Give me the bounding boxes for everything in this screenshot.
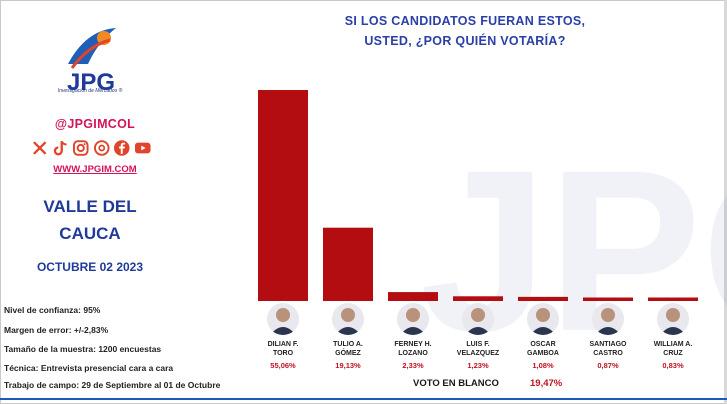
candidate-name-0: DILIAN F. TORO [267, 341, 299, 357]
tiktok-icon[interactable] [52, 139, 70, 157]
region-title: VALLE DEL CAUCA [20, 193, 160, 247]
right-border [724, 0, 727, 404]
candidate-percent-2: 2,33% [402, 361, 424, 370]
bar-2 [388, 292, 438, 301]
bar-0 [258, 90, 308, 301]
candidate-photo-3 [462, 303, 494, 335]
bar-5 [583, 297, 633, 301]
blank-vote-label: VOTO EN BLANCO [413, 378, 499, 389]
candidate-name-2: FERNEY H. LOZANO [394, 341, 432, 357]
bar-3 [453, 296, 503, 301]
meta-sample: Tamaño de la muestra: 1200 encuestas [4, 344, 162, 354]
candidate-percent-3: 1,23% [467, 361, 489, 370]
logo-text: JPG [67, 69, 115, 96]
bar-4 [518, 296, 568, 301]
meta-margin: Margen de error: +/-2,83% [4, 325, 109, 335]
chart-title-line2: USTED, ¿POR QUIÉN VOTARÍA? [364, 34, 566, 48]
candidate-percent-5: 0,87% [597, 361, 619, 370]
candidate-photo-6 [657, 303, 689, 335]
candidate-photo-5 [592, 303, 624, 335]
bottom-rule [0, 398, 727, 400]
instagram-icon[interactable] [72, 139, 90, 157]
candidate-name-3: LUIS F. VELAZQUEZ [456, 341, 500, 357]
candidate-percent-4: 1,08% [532, 361, 554, 370]
candidate-percent-1: 19,13% [335, 361, 361, 370]
survey-date: OCTUBRE 02 2023 [36, 260, 144, 274]
region-line2: CAUCA [59, 224, 121, 243]
chart-title-line1: SI LOS CANDIDATOS FUERAN ESTOS, [344, 14, 586, 28]
region-line1: VALLE DEL [43, 197, 137, 216]
candidate-photo-1 [332, 303, 364, 335]
logo-tagline: Investigación de Mercados ® [57, 88, 123, 94]
jpg-logo: JPG [67, 28, 116, 96]
threads-icon[interactable] [93, 139, 111, 157]
bar-1 [323, 227, 373, 301]
candidate-percent-0: 55,06% [270, 361, 296, 370]
candidate-percent-6: 0,83% [662, 361, 684, 370]
candidate-photo-4 [527, 303, 559, 335]
candidate-name-5: SANTIAGO CASTRO [589, 341, 627, 357]
blank-vote-value: 19,47% [530, 378, 563, 389]
social-icons [31, 138, 151, 158]
bar-6 [648, 297, 698, 301]
social-handle[interactable]: @JPGIMCOL [54, 117, 136, 131]
candidate-photo-2 [397, 303, 429, 335]
candidate-name-6: WILLIAM A. CRUZ [653, 341, 693, 357]
x-icon[interactable] [31, 139, 49, 157]
candidate-photo-0 [267, 303, 299, 335]
chart-title: SI LOS CANDIDATOS FUERAN ESTOS, USTED, ¿… [300, 11, 630, 51]
meta-confidence: Nivel de confianza: 95% [4, 305, 101, 315]
meta-technique: Técnica: Entrevista presencial cara a ca… [4, 363, 174, 373]
svg-text:JPG: JPG [420, 122, 727, 379]
website-link[interactable]: WWW.JPGIM.COM [53, 164, 137, 175]
facebook-icon[interactable] [113, 139, 131, 157]
candidate-name-1: TULIO A. GÓMEZ [333, 341, 363, 357]
meta-fieldwork: Trabajo de campo: 29 de Septiembre al 01… [4, 380, 221, 390]
candidate-name-4: OSCAR GAMBOA [527, 341, 559, 357]
youtube-icon[interactable] [134, 139, 152, 157]
